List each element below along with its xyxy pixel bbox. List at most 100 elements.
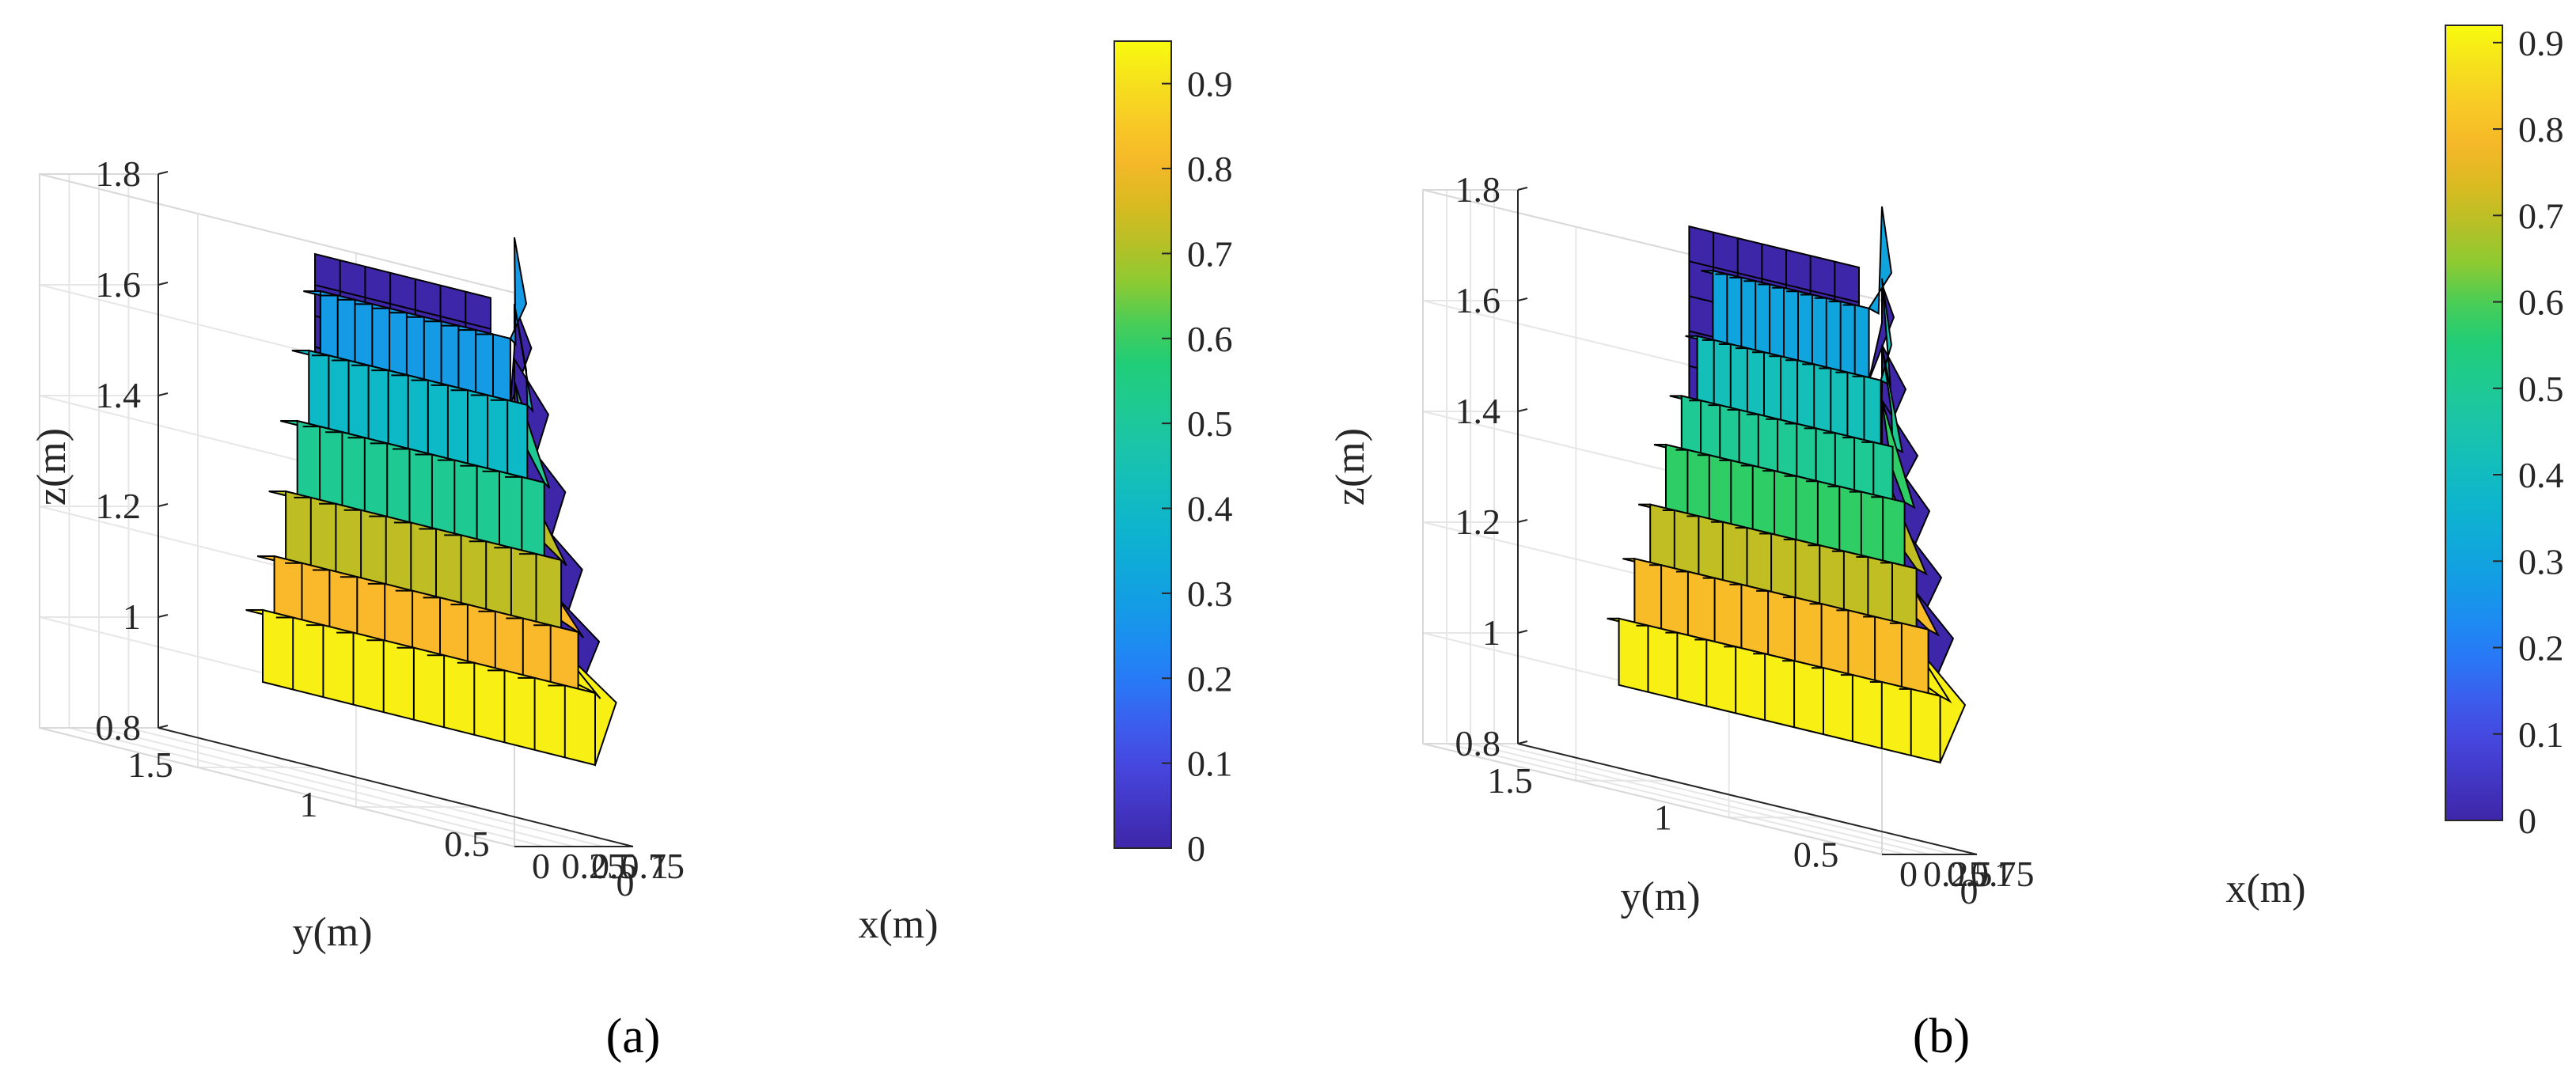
surface-edge [393,521,412,595]
x-tick-label: 0.75 [1971,854,2035,894]
surface-edge [1689,260,1860,304]
surface-chart-a: 0.811.21.41.61.800.511.50 0.250.50.751z(m… [29,40,1233,1063]
surface-edge [389,312,408,380]
grid-line [1575,226,1671,782]
x-tick-label: 0 [532,846,550,886]
surface-edge [325,431,343,510]
y-tick-label: 1 [1654,797,1672,838]
colorbar-tick-label: 0.1 [2518,714,2564,755]
surface-side-top [509,237,528,347]
surface-edge [396,646,415,720]
surface-edge [1827,485,1841,553]
surface-edge [1802,363,1815,431]
colorbar-tick-label: 0.5 [2518,369,2564,409]
surface-edge [1800,294,1813,367]
surface-edge [1785,359,1799,427]
surface-edge [478,610,496,672]
surface-edge [1812,667,1824,735]
z-axis-label: z(m) [1328,428,1373,506]
surface-edge [1675,570,1689,638]
surface-edge [332,359,350,438]
surface-edge [1863,616,1876,684]
colorbar-tick-label: 0.1 [1187,744,1233,784]
colorbar-tick-label: 0 [2518,801,2536,841]
surface-edge [1871,496,1884,564]
surface-edge [1702,577,1716,645]
surface-edge [369,515,387,589]
z-tick [157,282,169,286]
surface-edge [533,624,552,687]
surface-edge [1686,515,1700,578]
z-tick-label: 0.8 [96,707,142,748]
surface-edge [1808,544,1821,607]
colorbar-scale [2445,25,2503,821]
surface-edge [1785,422,1798,479]
surface-edge [437,459,456,538]
z-axis-label: z(m) [29,428,74,506]
surface-edge [1831,550,1845,612]
y-tick-label: 1 [300,784,318,824]
surface-edge [427,654,446,728]
y-tick-label: 1.5 [1487,760,1533,801]
surface-edge [1823,432,1836,489]
x-tick-label: 1 [1994,854,2013,894]
surface-edge [1869,681,1883,748]
y-tick-label: 0 [1960,871,1978,911]
z-tick-label: 0.8 [1455,723,1501,763]
surface-side-top [1881,344,1904,454]
surface-edge [1772,286,1785,360]
colorbar-tick-label: 0.2 [2518,628,2564,669]
surface-edge [1662,510,1675,571]
surface-edge [372,307,391,375]
surface-edge [1889,622,1903,690]
surface-edge [504,475,523,555]
surface-edge [294,496,312,570]
y-tick-label: 0.5 [1793,834,1839,874]
surface-edge [1729,583,1743,651]
surface-edge [321,294,339,362]
surface-edge [347,437,366,516]
surface-edge [351,364,370,443]
surface-edge [1759,532,1773,595]
z-tick-label: 1.6 [96,264,142,305]
surface [245,237,617,767]
surface-edge [1746,413,1759,470]
surface-edge [1735,527,1748,589]
surface-edge [1828,301,1842,374]
y-axis-label: y(m) [1620,874,1700,919]
colorbar-tick-label: 0.8 [1187,149,1233,189]
surface-edge [336,631,355,705]
x-axis-label: x(m) [858,902,938,947]
surface-riser [262,608,596,767]
surface-edge [1719,459,1732,527]
surface-edge [442,324,460,392]
y-axis-line [157,727,634,847]
surface-edge [419,528,437,601]
surface-edge [1899,688,1912,756]
panel-a: 0.8 1 1.2 1.4 1.6 1.8 0 0.5 1 1.5 0 0.25 0.5 0.75 1 z(m… [29,40,1233,1063]
surface-edge [1819,367,1832,435]
colorbar-tick-label: 0.3 [2518,541,2564,581]
surface-side-top [1868,206,1893,315]
surface-edge [519,553,537,627]
surface-edge [1675,449,1689,517]
surface-edge [407,316,425,384]
z-tick-label: 1.2 [1455,502,1501,542]
y-tick-label: 0 [616,863,635,903]
surface-edge [367,582,386,645]
surface-edge [415,453,433,532]
x-axis-label: x(m) [2225,866,2305,911]
surface-edge [1743,280,1757,354]
z-tick-label: 1.2 [96,486,142,526]
z-tick [157,503,169,507]
surface-edge [1784,475,1797,543]
surface-edge [490,399,509,478]
z-tick-label: 1.8 [96,153,142,194]
surface-edge [424,320,442,388]
surface-edge [1842,304,1856,377]
surface-edge [313,569,331,631]
surface-edge [548,684,566,758]
surface-edge [476,333,494,401]
z-tick [1517,297,1528,301]
z-tick-label: 1.4 [1455,391,1501,431]
